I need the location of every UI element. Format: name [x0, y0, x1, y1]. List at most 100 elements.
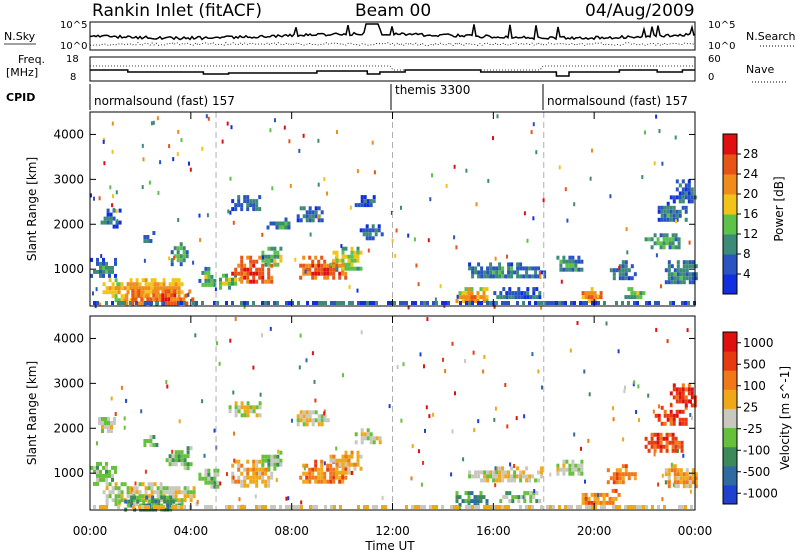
data-cell — [198, 278, 202, 283]
data-cell — [314, 255, 318, 260]
data-cell — [674, 444, 678, 449]
data-cell — [189, 494, 193, 499]
data-cell — [474, 266, 478, 271]
data-cell — [159, 490, 163, 495]
colorbar-swatch — [723, 408, 737, 428]
data-cell — [668, 241, 672, 246]
data-cell — [296, 418, 300, 423]
data-cell — [483, 470, 487, 475]
data-cell — [258, 271, 262, 276]
data-cell — [691, 480, 695, 485]
data-cell — [320, 463, 324, 468]
data-cell — [525, 466, 529, 471]
data-cell — [657, 301, 660, 305]
data-cell — [644, 436, 648, 441]
data-cell — [204, 505, 207, 509]
data-cell — [308, 218, 312, 223]
data-cell — [238, 497, 241, 502]
data-cell — [455, 499, 459, 504]
data-cell — [317, 218, 321, 223]
data-cell — [567, 505, 570, 509]
data-cell — [341, 458, 345, 463]
data-cell — [630, 505, 633, 509]
data-cell — [317, 479, 321, 484]
data-cell — [270, 275, 274, 280]
data-cell — [666, 417, 670, 422]
data-cell — [179, 297, 183, 302]
data-cell — [252, 467, 256, 472]
data-cell — [210, 282, 214, 287]
data-cell — [166, 499, 170, 504]
data-cell — [685, 272, 689, 277]
data-cell — [684, 417, 688, 422]
data-cell — [676, 472, 680, 477]
data-cell — [537, 478, 541, 483]
data-cell — [587, 496, 591, 501]
data-cell — [602, 496, 606, 501]
data-cell — [671, 444, 675, 449]
data-cell — [661, 473, 664, 478]
data-cell — [115, 209, 118, 214]
data-cell — [144, 282, 148, 287]
data-cell — [299, 218, 303, 223]
data-cell — [344, 475, 348, 480]
data-cell — [153, 286, 157, 291]
data-cell — [665, 436, 669, 441]
data-cell — [338, 271, 342, 276]
data-cell — [155, 289, 159, 294]
data-cell — [185, 250, 189, 255]
data-cell — [243, 475, 247, 480]
data-cell — [627, 301, 630, 305]
data-cell — [663, 421, 667, 426]
data-cell — [261, 458, 265, 463]
data-cell — [677, 241, 681, 246]
data-cell — [584, 479, 586, 484]
data-cell — [126, 290, 130, 295]
data-cell — [255, 259, 259, 264]
data-cell — [667, 264, 671, 269]
data-cell — [240, 279, 244, 284]
data-cell — [532, 295, 536, 300]
data-cell — [185, 293, 189, 298]
data-cell — [324, 505, 327, 509]
colorbar-swatch — [723, 370, 737, 390]
data-cell — [522, 301, 525, 305]
data-cell — [501, 470, 505, 475]
data-cell — [183, 458, 187, 463]
data-cell — [678, 417, 682, 422]
data-cell — [350, 462, 354, 467]
data-cell — [391, 238, 394, 243]
data-cell — [120, 298, 124, 303]
data-cell — [332, 271, 336, 276]
data-cell — [147, 486, 151, 491]
data-cell — [508, 295, 512, 300]
data-cell — [350, 266, 354, 271]
data-cell — [234, 317, 237, 321]
data-cell — [669, 205, 673, 210]
data-cell — [234, 459, 238, 464]
data-cell — [168, 490, 172, 495]
data-cell — [135, 301, 138, 305]
data-cell — [341, 454, 345, 459]
data-cell — [531, 474, 535, 479]
data-cell — [582, 301, 585, 305]
data-cell — [535, 499, 539, 504]
data-cell — [229, 210, 232, 215]
data-cell — [234, 401, 238, 406]
data-cell — [102, 282, 106, 287]
data-cell — [344, 467, 348, 472]
data-cell — [308, 467, 312, 472]
data-cell — [687, 399, 691, 404]
data-cell — [270, 505, 273, 509]
data-cell — [405, 505, 408, 509]
data-cell — [261, 279, 265, 284]
data-cell — [691, 280, 695, 285]
data-cell — [480, 478, 484, 483]
data-cell — [486, 266, 490, 271]
data-cell — [93, 505, 96, 509]
data-cell — [111, 265, 114, 270]
data-cell — [99, 265, 102, 270]
data-cell — [333, 301, 336, 305]
data-cell — [302, 271, 306, 276]
